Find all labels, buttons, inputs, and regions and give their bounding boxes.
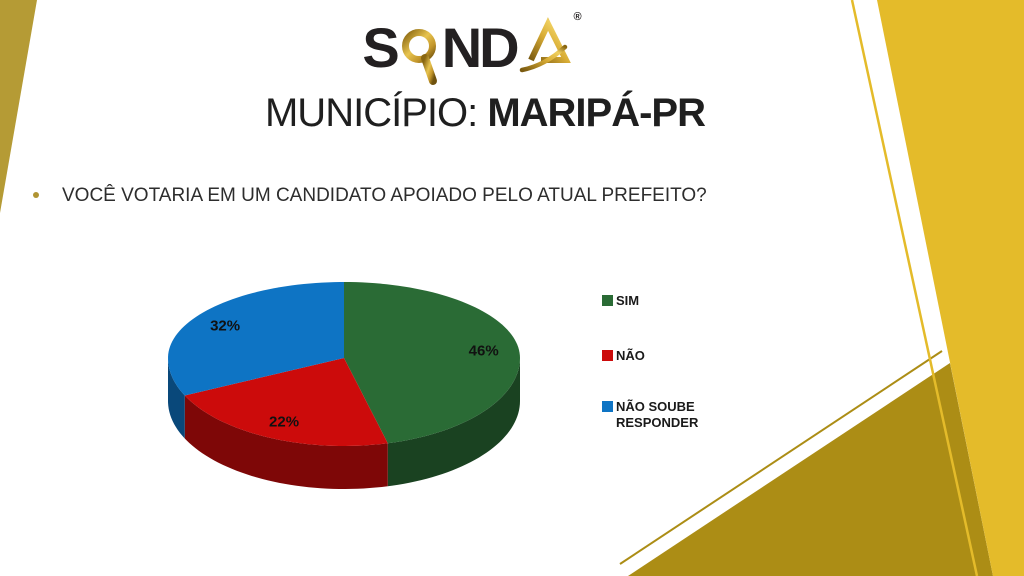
logo-letter-s: S: [362, 16, 399, 79]
dark-gold-accent-line: [619, 350, 943, 565]
magnifier-icon: [401, 29, 437, 85]
legend-label-sim: SIM: [616, 293, 640, 308]
logo-triangle-icon: [519, 17, 571, 73]
gold-accent-line: [850, 0, 979, 576]
sonda-logo: S ND ®: [0, 6, 935, 85]
right-gold-panel: [877, 0, 1024, 576]
pie-slice: [168, 282, 344, 396]
legend-label-nao-soube: NÃO SOUBE RESPONDER: [616, 399, 699, 430]
page-title: MUNICÍPIO: MARIPÁ-PR: [0, 88, 970, 138]
dark-gold-triangle: [628, 363, 993, 576]
registered-mark: ®: [573, 11, 582, 23]
legend-swatch-nao-soube: [602, 401, 613, 412]
left-gold-wedge: [0, 0, 37, 213]
pie-data-label: 22%: [269, 414, 299, 431]
pie-slice-side: [184, 395, 388, 489]
legend-item-nao-soube: NÃO SOUBE RESPONDER: [602, 399, 721, 431]
title-municipality: MARIPÁ-PR: [487, 91, 706, 135]
question-row: VOCÊ VOTARIA EM UM CANDIDATO APOIADO PEL…: [33, 184, 863, 207]
legend-swatch-sim: [602, 295, 613, 306]
pie-slice-side: [387, 358, 520, 487]
question-text: VOCÊ VOTARIA EM UM CANDIDATO APOIADO PEL…: [62, 185, 707, 206]
pie-data-label: 46%: [469, 342, 499, 359]
pie-data-label: 32%: [210, 317, 240, 334]
pie-slice-side: [168, 358, 185, 439]
title-prefix: MUNICÍPIO:: [264, 91, 488, 135]
legend-item-nao: NÃO: [602, 348, 721, 364]
legend-label-nao: NÃO: [616, 348, 645, 363]
legend-item-sim: SIM: [602, 293, 721, 309]
pie-slice: [184, 358, 388, 446]
logo-triangle-wrap: ®: [519, 11, 582, 78]
legend-swatch-nao: [602, 350, 613, 361]
bullet-icon: [33, 192, 39, 198]
pie-slice: [344, 282, 520, 444]
logo-letters-nd: ND: [441, 16, 520, 79]
